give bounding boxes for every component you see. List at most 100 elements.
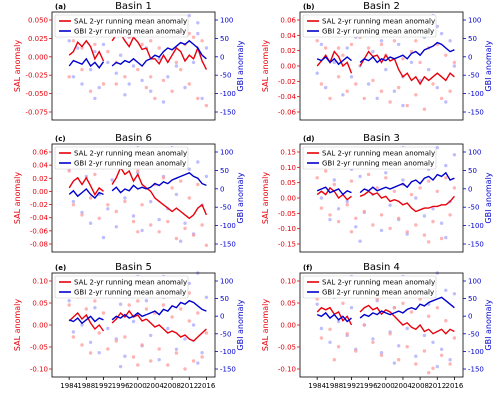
sal-point — [136, 230, 140, 234]
sal-point — [371, 340, 375, 344]
left-axis-label: SAL anomaly — [261, 299, 270, 351]
gbi-point — [366, 82, 371, 86]
left-tick-label: 0.06 — [280, 17, 296, 25]
x-tick-label: 1984 — [60, 382, 78, 390]
gbi-point — [397, 344, 401, 348]
right-axis-label: GBI anomaly — [236, 40, 245, 91]
gbi-running-mean-line — [146, 39, 207, 62]
gbi-point — [67, 39, 71, 43]
sal-point — [196, 182, 200, 187]
sal-point — [131, 219, 136, 224]
legend-gbi-label: GBI 2-yr running mean anomaly — [74, 160, 186, 168]
right-tick-label: 50 — [468, 167, 477, 175]
sal-point — [153, 96, 157, 101]
legend-sal-label: SAL 2-yr running mean anomaly — [74, 18, 187, 26]
sal-point — [191, 35, 196, 39]
gbi-running-mean-line — [68, 315, 104, 325]
gbi-running-mean-line — [68, 188, 104, 199]
sal-point — [161, 176, 166, 180]
sal-point — [384, 176, 388, 180]
panel-letter: (a) — [55, 3, 66, 11]
gbi-point — [179, 239, 183, 243]
sal-point — [388, 332, 392, 336]
sal-point — [97, 216, 101, 220]
sal-point — [157, 46, 161, 50]
sal-point — [97, 331, 101, 335]
sal-point — [187, 319, 191, 323]
gbi-point — [88, 340, 93, 344]
sal-point — [84, 307, 89, 311]
sal-point — [431, 366, 435, 370]
sal-point — [161, 78, 166, 83]
gbi-point — [174, 347, 179, 351]
right-axis-label: GBI anomaly — [236, 299, 245, 350]
gbi-point — [127, 82, 131, 86]
panel-letter: (b) — [303, 3, 314, 11]
panel-title: Basin 1 — [115, 1, 152, 12]
gbi-point — [319, 196, 324, 200]
sal-point — [191, 233, 196, 237]
gbi-point — [444, 235, 448, 240]
sal-point — [349, 179, 354, 183]
right-tick-label: -50 — [468, 204, 479, 212]
gbi-point — [345, 199, 349, 204]
gbi-point — [375, 96, 379, 101]
right-tick-label: 50 — [220, 35, 229, 43]
sal-point — [354, 216, 358, 220]
sal-point — [140, 203, 144, 207]
panel-letter: (e) — [55, 264, 66, 272]
sal-point — [452, 60, 457, 65]
sal-running-mean-line — [145, 187, 208, 220]
right-tick-label: 0 — [220, 53, 224, 61]
left-axis-label: SAL anomaly — [13, 299, 22, 351]
gbi-point — [444, 288, 448, 292]
gbi-point — [84, 174, 89, 179]
left-tick-label: 0.000 — [28, 53, 48, 61]
x-tick-label: 2004 — [394, 382, 412, 390]
gbi-running-mean-line — [316, 56, 352, 66]
sal-point — [187, 31, 191, 36]
sal-point — [200, 39, 204, 43]
sal-point — [336, 345, 341, 349]
left-tick-label: 0.00 — [280, 322, 296, 330]
sal-point — [114, 82, 119, 86]
gbi-point — [101, 235, 106, 240]
gbi-point — [379, 351, 384, 355]
sal-point — [161, 303, 166, 307]
right-tick-label: -50 — [468, 330, 479, 338]
right-tick-label: 0 — [468, 185, 472, 193]
gbi-point — [131, 319, 136, 324]
gbi-point — [388, 203, 392, 207]
gbi-running-mean-line — [359, 310, 395, 319]
legend-gbi-label: GBI 2-yr running mean anomaly — [74, 28, 186, 36]
left-tick-label: -0.02 — [30, 201, 48, 209]
left-tick-label: -0.050 — [25, 90, 48, 98]
sal-point — [93, 42, 97, 47]
panel-letter: (c) — [55, 135, 66, 143]
legend-sal-label: SAL 2-yr running mean anomaly — [74, 279, 187, 287]
gbi-point — [123, 93, 127, 97]
sal-point — [422, 349, 427, 353]
left-tick-label: 0.10 — [280, 164, 296, 172]
x-tick-label: 2016 — [446, 382, 464, 390]
sal-point — [427, 371, 431, 375]
right-tick-label: -50 — [220, 72, 231, 80]
sal-point — [80, 67, 84, 72]
right-tick-label: 100 — [468, 149, 481, 157]
gbi-point — [397, 42, 401, 47]
sal-point — [170, 186, 174, 190]
sal-point — [196, 311, 200, 315]
right-axis-label: GBI anomaly — [484, 40, 493, 91]
sal-point — [418, 186, 422, 190]
sal-point — [67, 169, 71, 173]
legend-gbi-label: GBI 2-yr running mean anomaly — [322, 289, 434, 297]
left-tick-label: 0.050 — [28, 17, 48, 25]
sal-point — [414, 223, 418, 227]
gbi-point — [349, 306, 354, 310]
sal-point — [452, 186, 457, 190]
gbi-point — [452, 64, 457, 68]
gbi-point — [123, 354, 127, 358]
sal-point — [354, 349, 358, 353]
sal-point — [439, 96, 444, 101]
right-tick-label: 100 — [220, 149, 233, 157]
